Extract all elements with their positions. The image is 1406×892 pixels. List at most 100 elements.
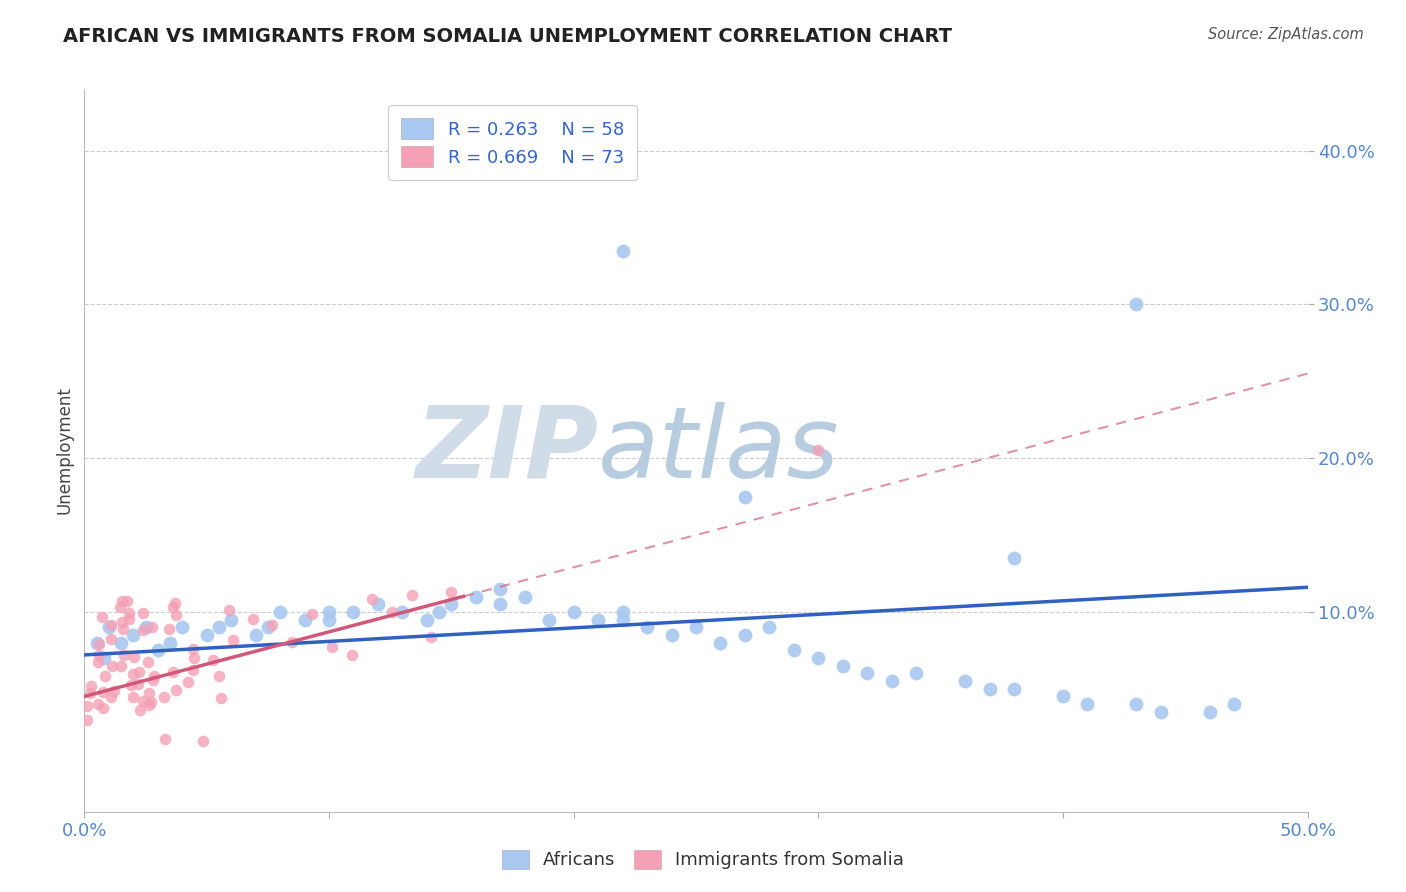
Point	[391, 605, 413, 619]
Point	[245, 628, 267, 642]
Point	[636, 620, 658, 634]
Point	[340, 648, 363, 662]
Point	[86, 635, 108, 649]
Point	[97, 620, 120, 634]
Point	[141, 620, 163, 634]
Point	[112, 622, 135, 636]
Point	[734, 628, 756, 642]
Point	[132, 607, 155, 621]
Point	[120, 677, 142, 691]
Point	[489, 597, 512, 611]
Point	[176, 675, 198, 690]
Point	[111, 593, 134, 607]
Point	[135, 620, 157, 634]
Point	[242, 612, 264, 626]
Point	[1150, 705, 1173, 719]
Point	[124, 649, 146, 664]
Point	[111, 615, 134, 630]
Point	[103, 684, 125, 698]
Point	[758, 620, 780, 634]
Point	[807, 443, 830, 458]
Point	[79, 686, 101, 700]
Point	[269, 605, 291, 619]
Point	[221, 633, 243, 648]
Point	[87, 637, 110, 651]
Point	[953, 674, 976, 689]
Point	[464, 590, 486, 604]
Point	[181, 641, 204, 656]
Point	[661, 628, 683, 642]
Point	[401, 588, 423, 602]
Point	[129, 704, 152, 718]
Point	[201, 652, 224, 666]
Point	[87, 697, 110, 711]
Point	[152, 690, 174, 705]
Point	[112, 648, 135, 662]
Point	[118, 612, 141, 626]
Point	[294, 613, 316, 627]
Point	[360, 592, 382, 607]
Legend: Africans, Immigrants from Somalia: Africans, Immigrants from Somalia	[492, 841, 914, 879]
Point	[1125, 297, 1147, 311]
Point	[87, 655, 110, 669]
Point	[856, 666, 879, 681]
Text: AFRICAN VS IMMIGRANTS FROM SOMALIA UNEMPLOYMENT CORRELATION CHART: AFRICAN VS IMMIGRANTS FROM SOMALIA UNEMP…	[63, 27, 952, 45]
Point	[218, 603, 240, 617]
Point	[831, 658, 853, 673]
Point	[538, 613, 561, 627]
Point	[193, 734, 215, 748]
Point	[195, 628, 218, 642]
Point	[342, 605, 364, 619]
Point	[979, 681, 1001, 696]
Point	[1002, 681, 1025, 696]
Point	[1223, 697, 1246, 711]
Point	[183, 650, 205, 665]
Point	[122, 690, 145, 705]
Point	[562, 605, 585, 619]
Point	[162, 665, 184, 680]
Point	[91, 685, 114, 699]
Point	[165, 607, 187, 622]
Point	[416, 613, 439, 627]
Point	[122, 666, 145, 681]
Point	[301, 607, 323, 621]
Point	[612, 613, 634, 627]
Point	[94, 669, 117, 683]
Point	[159, 635, 181, 649]
Point	[807, 651, 830, 665]
Point	[321, 640, 343, 655]
Point	[138, 698, 160, 712]
Point	[318, 605, 340, 619]
Point	[181, 663, 204, 677]
Point	[100, 632, 122, 647]
Point	[146, 643, 169, 657]
Point	[128, 665, 150, 679]
Point	[141, 695, 163, 709]
Text: Source: ZipAtlas.com: Source: ZipAtlas.com	[1208, 27, 1364, 42]
Point	[612, 244, 634, 258]
Point	[153, 731, 176, 746]
Point	[142, 669, 165, 683]
Point	[127, 677, 149, 691]
Point	[162, 600, 184, 615]
Point	[208, 669, 231, 683]
Point	[101, 659, 124, 673]
Point	[513, 590, 536, 604]
Point	[122, 628, 145, 642]
Point	[281, 635, 304, 649]
Point	[108, 600, 131, 615]
Text: ZIP: ZIP	[415, 402, 598, 499]
Point	[1002, 551, 1025, 566]
Point	[367, 597, 389, 611]
Point	[136, 656, 159, 670]
Point	[257, 620, 280, 634]
Point	[586, 613, 609, 627]
Point	[709, 635, 731, 649]
Point	[100, 618, 122, 632]
Legend: R = 0.263    N = 58, R = 0.669    N = 73: R = 0.263 N = 58, R = 0.669 N = 73	[388, 105, 637, 179]
Point	[1198, 705, 1220, 719]
Point	[100, 690, 122, 705]
Point	[93, 651, 115, 665]
Point	[612, 605, 634, 619]
Point	[318, 613, 340, 627]
